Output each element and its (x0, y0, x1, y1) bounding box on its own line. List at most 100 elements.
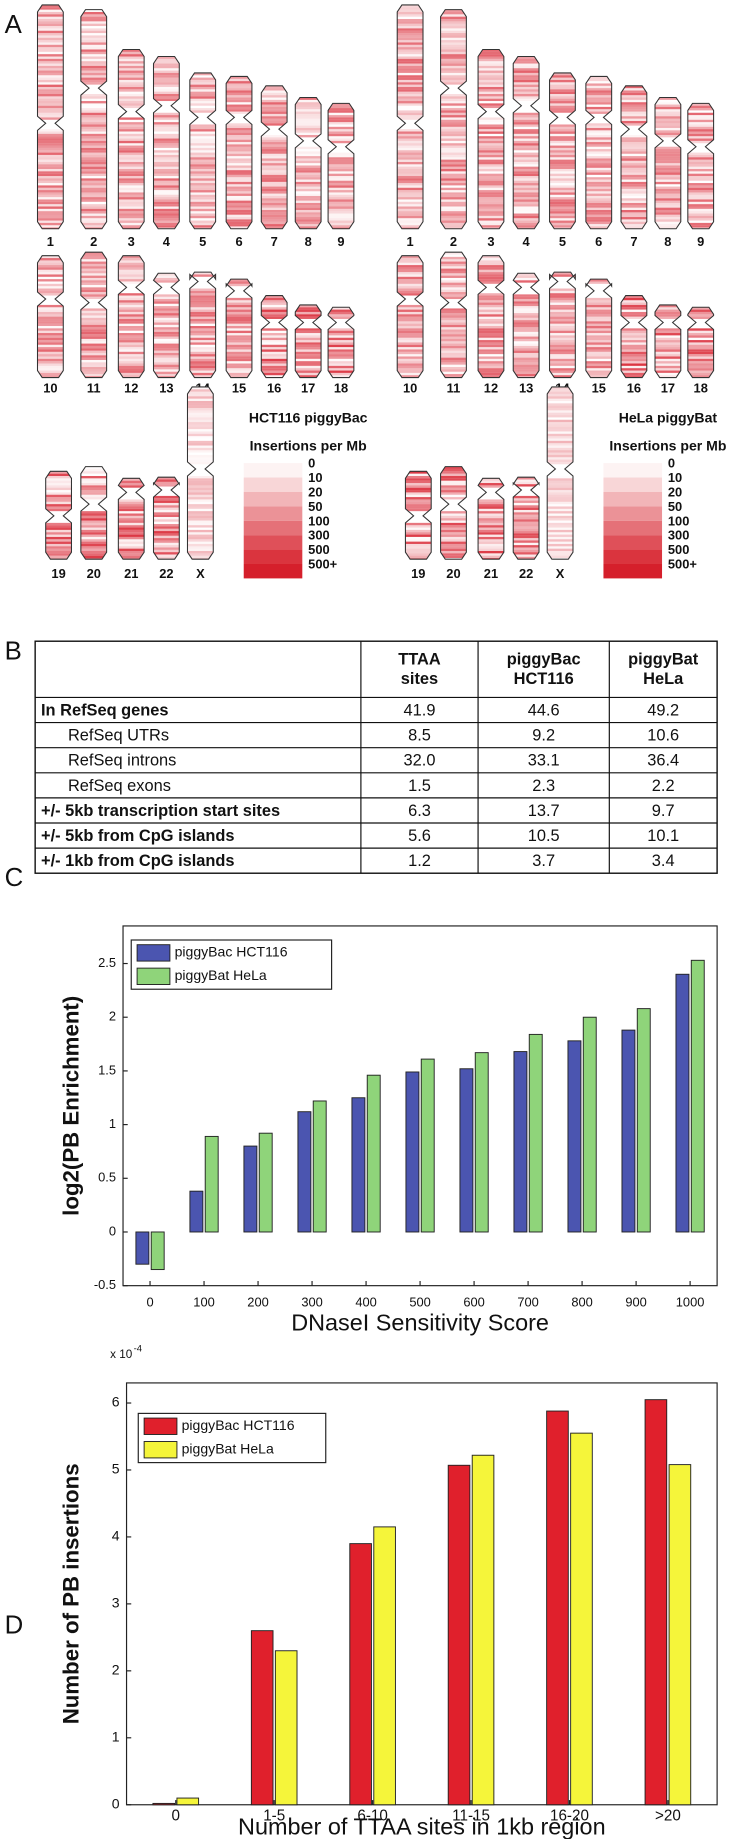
density-stripe (621, 95, 647, 98)
density-stripe (153, 531, 180, 534)
chromosome-label: 2 (450, 234, 457, 249)
density-stripe (440, 259, 467, 262)
density-stripe (687, 190, 714, 193)
density-stripe (547, 389, 573, 392)
density-stripe (118, 529, 145, 533)
density-stripe (547, 525, 573, 528)
density-stripe (513, 145, 540, 148)
density-stripe (440, 294, 467, 297)
chromosome (621, 295, 647, 378)
density-stripe (80, 525, 107, 528)
density-stripe (189, 183, 216, 186)
density-stripe (478, 363, 504, 366)
density-stripe (440, 187, 467, 191)
density-stripe (478, 354, 504, 356)
bar (474, 1052, 489, 1233)
chromosome-outline (440, 251, 467, 379)
density-stripe (585, 127, 612, 131)
density-stripe (547, 555, 573, 559)
density-stripe (478, 504, 504, 507)
chromosome-label: 18 (694, 381, 708, 396)
density-stripe (397, 136, 424, 139)
density-stripe (226, 202, 252, 206)
density-stripe (405, 499, 432, 502)
density-stripe (513, 531, 540, 534)
density-stripe (405, 508, 432, 512)
density-stripe (547, 490, 573, 493)
density-stripe (585, 167, 612, 171)
density-stripe (440, 273, 467, 276)
density-stripe (153, 96, 180, 99)
density-stripe (547, 450, 573, 453)
density-stripe (547, 497, 573, 500)
density-stripe (655, 188, 681, 192)
density-stripe (549, 333, 576, 336)
density-stripe (513, 374, 540, 377)
density-stripe (621, 333, 647, 336)
density-stripe (397, 143, 424, 146)
density-stripe (118, 161, 145, 165)
density-stripe (440, 315, 467, 318)
density-stripe (37, 265, 64, 268)
density-stripe (118, 311, 145, 315)
density-stripe (585, 279, 612, 282)
density-stripe (37, 33, 64, 36)
density-stripe (549, 145, 576, 148)
y-tick-label: 0 (112, 1795, 120, 1811)
density-stripe (440, 359, 467, 363)
density-stripe (513, 540, 540, 543)
density-stripe (261, 120, 288, 124)
density-stripe (187, 542, 213, 544)
density-stripe (440, 369, 467, 372)
density-stripe (478, 120, 504, 122)
density-stripe (80, 539, 107, 542)
density-stripe (440, 215, 467, 219)
density-stripe (118, 187, 145, 191)
density-stripe (478, 532, 504, 535)
density-stripe (261, 179, 288, 182)
chromosome-outline (546, 386, 574, 560)
density-stripe (655, 177, 681, 180)
table-cell: 44.6 (528, 702, 560, 720)
density-stripe (37, 21, 64, 24)
density-stripe (687, 314, 714, 317)
density-stripe (655, 351, 681, 355)
density-stripe (80, 21, 107, 24)
density-stripe (118, 539, 145, 542)
density-stripe (621, 109, 647, 112)
density-stripe (226, 78, 252, 82)
density-stripe (549, 321, 576, 324)
density-stripe (45, 555, 72, 559)
density-stripe (397, 311, 424, 315)
chromosome-outline (585, 75, 613, 230)
density-stripe (478, 190, 504, 193)
density-stripe (37, 58, 64, 62)
density-stripe (153, 201, 180, 205)
density-stripe (80, 218, 107, 221)
density-stripe (585, 195, 612, 199)
chromosome-outline (620, 85, 648, 230)
density-stripe (513, 505, 540, 508)
density-stripe (547, 485, 573, 488)
density-stripe (118, 337, 145, 341)
density-stripe (226, 214, 252, 218)
chromosome (549, 272, 576, 378)
density-stripe (478, 70, 504, 73)
density-stripe (621, 328, 647, 331)
density-stripe (45, 522, 72, 526)
density-stripe (478, 192, 504, 195)
density-stripe (478, 323, 504, 327)
density-stripe (189, 211, 216, 214)
density-stripe (405, 528, 431, 530)
bar (373, 1526, 396, 1806)
density-stripe (153, 79, 180, 83)
density-stripe (549, 222, 576, 226)
density-stripe (187, 419, 214, 423)
bar (675, 973, 690, 1233)
density-stripe (189, 274, 216, 277)
chromosome-outline (36, 4, 64, 230)
density-stripe (655, 165, 681, 168)
density-stripe (226, 333, 252, 336)
density-stripe (549, 192, 576, 195)
chromosome-label: 13 (159, 381, 173, 396)
